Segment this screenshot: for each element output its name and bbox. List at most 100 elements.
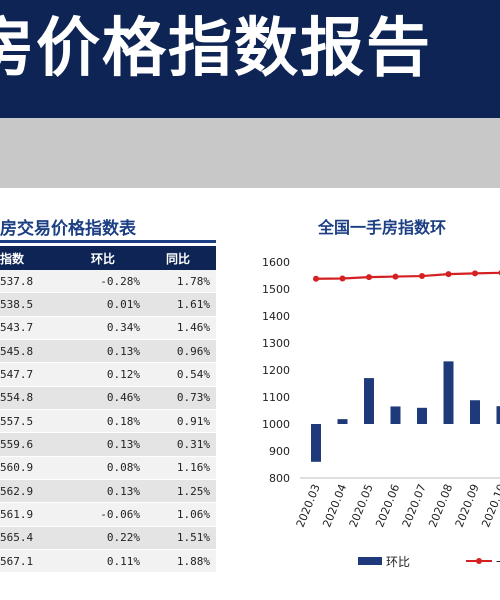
x-tick-label: 2020.07: [400, 482, 429, 529]
table-row: 554.8 0.46% 0.73%: [0, 386, 216, 411]
line-point: [339, 275, 346, 282]
table-title-rule: [0, 240, 216, 243]
line-point: [472, 270, 478, 277]
bar: [443, 361, 454, 424]
chart-title: 全国一手房指数环: [318, 218, 447, 237]
grey-band: [0, 118, 500, 188]
y-tick-label: 1400: [262, 310, 290, 323]
table-row: 562.9 0.13% 1.25%: [0, 479, 216, 504]
y-tick-label: 1300: [262, 337, 290, 350]
table-row: 557.5 0.18% 0.91%: [0, 409, 216, 434]
column-header-index: 指数: [0, 246, 66, 270]
table-row: 560.9 0.08% 1.16%: [0, 456, 216, 481]
cell-index: 537.8: [0, 270, 66, 294]
cell-index: 559.6: [0, 432, 66, 457]
divider: [0, 188, 500, 194]
bar: [311, 424, 321, 462]
x-tick-label: 2020.10: [479, 482, 500, 529]
cell-yoy: 0.54%: [146, 362, 216, 387]
cell-index: 543.7: [0, 316, 66, 341]
cell-yoy: 1.25%: [146, 479, 216, 504]
line-point: [445, 271, 452, 278]
bar: [417, 407, 427, 424]
cell-mom: 0.08%: [66, 456, 146, 481]
y-tick-label: 800: [269, 472, 290, 485]
bar: [364, 378, 374, 424]
bar: [496, 406, 500, 424]
y-tick-label: 1000: [262, 418, 290, 431]
table-row: 561.9 -0.06% 1.06%: [0, 502, 216, 527]
cell-index: 538.5: [0, 292, 66, 317]
column-header-mom: 环比: [66, 246, 146, 270]
legend-swatch-bar: [358, 557, 382, 565]
table-row: 565.4 0.22% 1.51%: [0, 526, 216, 551]
x-tick-label: 2020.05: [347, 482, 376, 529]
legend-label-bar: 环比: [386, 555, 410, 569]
x-tick-label: 2020.04: [320, 482, 349, 529]
bar: [337, 419, 348, 424]
report-title: 房价格指数报告: [0, 12, 432, 86]
line-point: [392, 273, 399, 280]
cell-yoy: 1.51%: [146, 526, 216, 551]
y-tick-label: 1600: [262, 256, 290, 269]
x-tick-label: 2020.09: [453, 482, 482, 529]
cell-index: 545.8: [0, 339, 66, 364]
y-tick-label: 900: [269, 445, 290, 458]
cell-yoy: 0.31%: [146, 432, 216, 457]
cell-yoy: 1.46%: [146, 316, 216, 341]
cell-yoy: 0.96%: [146, 339, 216, 364]
legend-marker: [476, 558, 482, 564]
x-tick-label: 2020.03: [294, 482, 323, 529]
cell-mom: -0.06%: [66, 502, 146, 527]
table-header-row: 指数 环比 同比: [0, 246, 216, 270]
price-index-table: 指数 环比 同比 537.8 -0.28% 1.78% 538.5 0.01% 1.61%…: [0, 246, 216, 574]
cell-mom: 0.13%: [66, 432, 146, 457]
table-row: 545.8 0.13% 0.96%: [0, 339, 216, 364]
cell-yoy: 1.78%: [146, 270, 216, 294]
cell-yoy: 1.61%: [146, 292, 216, 317]
cell-yoy: 0.91%: [146, 409, 216, 434]
bar: [390, 406, 401, 424]
bar: [470, 400, 480, 424]
cell-mom: 0.12%: [66, 362, 146, 387]
y-tick-label: 1200: [262, 364, 290, 377]
cell-yoy: 1.88%: [146, 549, 216, 574]
line-point: [419, 273, 425, 280]
table-row: 547.7 0.12% 0.54%: [0, 362, 216, 387]
table-row: 543.7 0.34% 1.46%: [0, 316, 216, 341]
cell-index: 561.9: [0, 502, 66, 527]
cell-index: 557.5: [0, 409, 66, 434]
cell-mom: 0.11%: [66, 549, 146, 574]
cell-mom: 0.01%: [66, 292, 146, 317]
header-banner: 房价格指数报告: [0, 0, 500, 118]
cell-mom: 0.13%: [66, 479, 146, 504]
cell-mom: 0.13%: [66, 339, 146, 364]
y-tick-label: 1500: [262, 283, 290, 296]
cell-index: 562.9: [0, 479, 66, 504]
column-header-yoy: 同比: [146, 246, 216, 270]
x-tick-label: 2020.06: [373, 482, 402, 529]
cell-index: 567.1: [0, 549, 66, 574]
cell-mom: 0.46%: [66, 386, 146, 411]
cell-mom: 0.34%: [66, 316, 146, 341]
cell-mom: 0.22%: [66, 526, 146, 551]
cell-mom: 0.18%: [66, 409, 146, 434]
table-row: 538.5 0.01% 1.61%: [0, 292, 216, 317]
cell-index: 547.7: [0, 362, 66, 387]
cell-yoy: 0.73%: [146, 386, 216, 411]
line-point: [313, 275, 319, 282]
table-row: 567.1 0.11% 1.88%: [0, 549, 216, 574]
cell-yoy: 1.16%: [146, 456, 216, 481]
y-tick-label: 1100: [262, 391, 290, 404]
cell-mom: -0.28%: [66, 270, 146, 294]
cell-index: 554.8: [0, 386, 66, 411]
table-title: 房交易价格指数表: [0, 219, 136, 239]
cell-index: 565.4: [0, 526, 66, 551]
legend-label-line: 一: [496, 555, 500, 569]
index-chart: 800 900 1000 1100 1200 1300 1400 1500 1600 2020.0…: [262, 256, 500, 569]
cell-yoy: 1.06%: [146, 502, 216, 527]
cell-index: 560.9: [0, 456, 66, 481]
line-point: [366, 274, 372, 281]
table-row: 559.6 0.13% 0.31%: [0, 432, 216, 457]
x-tick-label: 2020.08: [426, 482, 455, 529]
